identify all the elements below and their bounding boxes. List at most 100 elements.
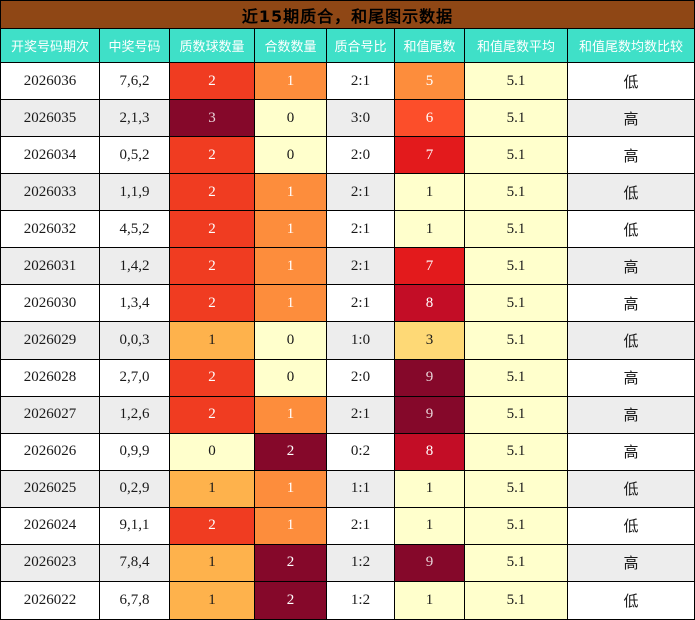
cell-composite-count: 1 xyxy=(255,285,327,323)
cell-composite-count: 2 xyxy=(255,544,327,582)
cell-numbers: 9,1,1 xyxy=(100,507,170,545)
cell-tail: 9 xyxy=(395,359,465,397)
cell-period: 2026036 xyxy=(1,63,100,101)
cell-ratio: 1:2 xyxy=(327,544,395,582)
cell-numbers: 1,1,9 xyxy=(100,174,170,212)
cell-tail-average: 5.1 xyxy=(465,174,568,212)
cell-prime-count: 2 xyxy=(170,359,255,397)
cell-ratio: 2:1 xyxy=(327,396,395,434)
cell-tail-compare: 低 xyxy=(568,581,694,619)
cell-ratio: 0:2 xyxy=(327,433,395,471)
cell-numbers: 1,3,4 xyxy=(100,285,170,323)
cell-tail-compare: 低 xyxy=(568,63,694,101)
cell-composite-count: 1 xyxy=(255,211,327,249)
cell-prime-count: 1 xyxy=(170,322,255,360)
cell-composite-count: 2 xyxy=(255,433,327,471)
cell-numbers: 2,7,0 xyxy=(100,359,170,397)
cell-numbers: 4,5,2 xyxy=(100,211,170,249)
cell-tail-average: 5.1 xyxy=(465,63,568,101)
cell-composite-count: 0 xyxy=(255,100,327,138)
cell-numbers: 0,5,2 xyxy=(100,137,170,175)
cell-period: 2026032 xyxy=(1,211,100,249)
cell-tail-compare: 高 xyxy=(568,137,694,175)
cell-tail: 8 xyxy=(395,433,465,471)
cell-prime-count: 1 xyxy=(170,470,255,508)
cell-tail-average: 5.1 xyxy=(465,137,568,175)
cell-period: 2026033 xyxy=(1,174,100,212)
cell-period: 2026030 xyxy=(1,285,100,323)
cell-tail-compare: 低 xyxy=(568,322,694,360)
cell-tail-compare: 高 xyxy=(568,285,694,323)
cell-prime-count: 2 xyxy=(170,285,255,323)
cell-numbers: 1,4,2 xyxy=(100,248,170,286)
page-title: 近15期质合，和尾图示数据 xyxy=(1,1,694,29)
cell-composite-count: 1 xyxy=(255,248,327,286)
cell-prime-count: 2 xyxy=(170,507,255,545)
cell-tail: 7 xyxy=(395,137,465,175)
cell-tail-average: 5.1 xyxy=(465,359,568,397)
column-header-tail-compare: 和值尾数均数比较 xyxy=(568,29,694,63)
cell-period: 2026028 xyxy=(1,359,100,397)
cell-tail-compare: 高 xyxy=(568,544,694,582)
cell-ratio: 2:1 xyxy=(327,63,395,101)
cell-tail: 1 xyxy=(395,581,465,619)
cell-tail-average: 5.1 xyxy=(465,433,568,471)
cell-composite-count: 2 xyxy=(255,581,327,619)
cell-ratio: 1:1 xyxy=(327,470,395,508)
cell-ratio: 1:2 xyxy=(327,581,395,619)
cell-composite-count: 1 xyxy=(255,396,327,434)
cell-tail-compare: 高 xyxy=(568,396,694,434)
cell-tail-average: 5.1 xyxy=(465,396,568,434)
cell-prime-count: 2 xyxy=(170,396,255,434)
cell-prime-count: 2 xyxy=(170,174,255,212)
column-header-period: 开奖号码期次 xyxy=(1,29,100,63)
cell-numbers: 7,8,4 xyxy=(100,544,170,582)
cell-tail-compare: 高 xyxy=(568,100,694,138)
column-header-tail-average: 和值尾数平均 xyxy=(465,29,568,63)
cell-tail: 9 xyxy=(395,544,465,582)
cell-period: 2026029 xyxy=(1,322,100,360)
column-header-ratio: 质合号比 xyxy=(327,29,395,63)
cell-numbers: 2,1,3 xyxy=(100,100,170,138)
cell-tail-average: 5.1 xyxy=(465,211,568,249)
column-header-prime-count: 质数球数量 xyxy=(170,29,255,63)
cell-tail: 1 xyxy=(395,211,465,249)
cell-composite-count: 0 xyxy=(255,322,327,360)
cell-tail: 5 xyxy=(395,63,465,101)
cell-tail-average: 5.1 xyxy=(465,544,568,582)
cell-tail: 1 xyxy=(395,174,465,212)
cell-prime-count: 1 xyxy=(170,581,255,619)
cell-period: 2026023 xyxy=(1,544,100,582)
cell-tail-average: 5.1 xyxy=(465,322,568,360)
cell-prime-count: 2 xyxy=(170,211,255,249)
cell-composite-count: 0 xyxy=(255,359,327,397)
cell-tail: 3 xyxy=(395,322,465,360)
cell-period: 2026034 xyxy=(1,137,100,175)
cell-tail-compare: 高 xyxy=(568,433,694,471)
column-header-composite-count: 合数数量 xyxy=(255,29,327,63)
cell-numbers: 0,2,9 xyxy=(100,470,170,508)
cell-tail: 1 xyxy=(395,470,465,508)
cell-tail-compare: 高 xyxy=(568,248,694,286)
cell-tail-average: 5.1 xyxy=(465,100,568,138)
cell-tail: 7 xyxy=(395,248,465,286)
cell-ratio: 2:0 xyxy=(327,137,395,175)
cell-tail-compare: 低 xyxy=(568,470,694,508)
cell-tail-compare: 低 xyxy=(568,507,694,545)
cell-composite-count: 1 xyxy=(255,470,327,508)
cell-tail: 6 xyxy=(395,100,465,138)
cell-prime-count: 0 xyxy=(170,433,255,471)
cell-period: 2026022 xyxy=(1,581,100,619)
cell-ratio: 2:1 xyxy=(327,211,395,249)
cell-ratio: 2:1 xyxy=(327,174,395,212)
cell-tail: 9 xyxy=(395,396,465,434)
cell-ratio: 2:0 xyxy=(327,359,395,397)
cell-prime-count: 2 xyxy=(170,137,255,175)
cell-tail-compare: 低 xyxy=(568,174,694,212)
cell-tail-average: 5.1 xyxy=(465,285,568,323)
column-header-numbers: 中奖号码 xyxy=(100,29,170,63)
cell-prime-count: 2 xyxy=(170,248,255,286)
cell-period: 2026026 xyxy=(1,433,100,471)
cell-period: 2026027 xyxy=(1,396,100,434)
cell-ratio: 1:0 xyxy=(327,322,395,360)
